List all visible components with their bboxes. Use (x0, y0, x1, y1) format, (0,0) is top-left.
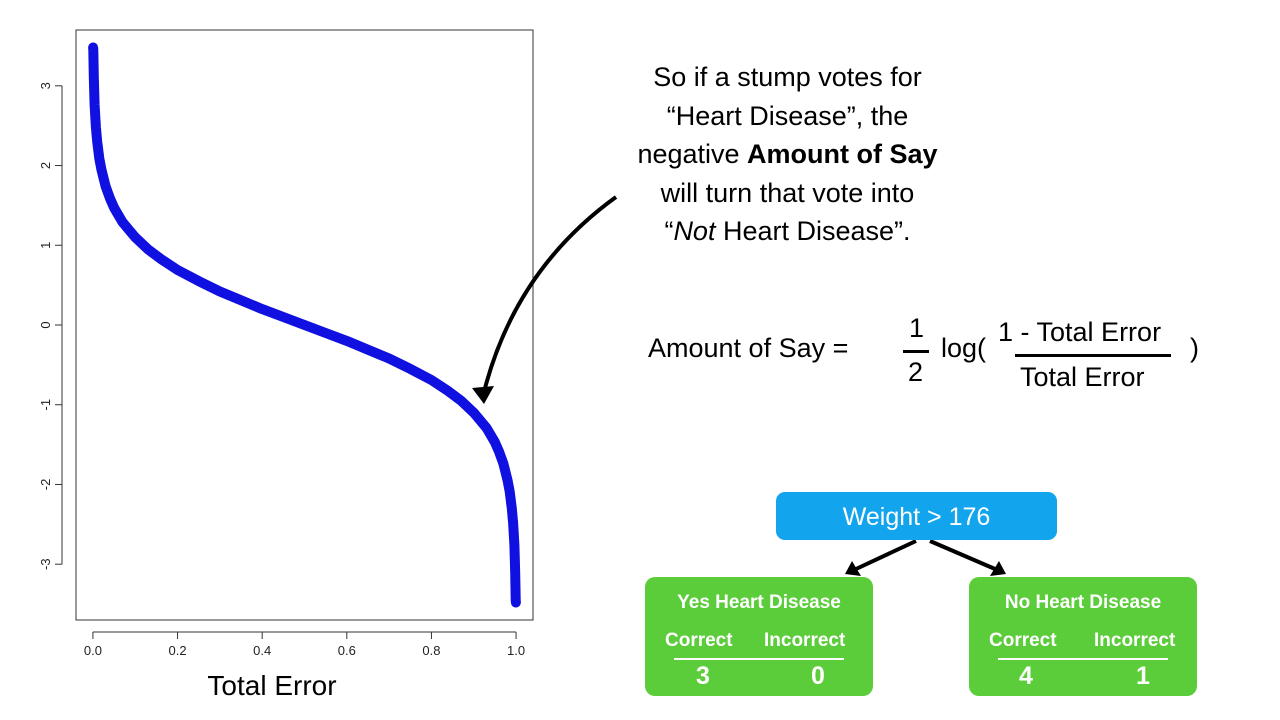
leaf-divider (674, 658, 844, 660)
leaf-title: No Heart Disease (1004, 592, 1162, 613)
annotation-line-4: will turn that vote into (660, 177, 915, 208)
x-tick-label: 0.8 (422, 643, 440, 658)
y-tick-label: -1 (38, 399, 53, 411)
y-tick-label: -3 (38, 558, 53, 570)
y-tick-label: 0 (38, 321, 53, 328)
series-line (88, 42, 521, 608)
amount-of-say-bold: Amount of Say (747, 139, 938, 169)
leaf-correct-label: Correct (665, 630, 733, 651)
stump-leaf-yes: Yes Heart Disease Correct Incorrect 3 0 (645, 577, 873, 696)
x-tick-label: 0.2 (169, 643, 187, 658)
annotation-line-3: negative Amount of Say (637, 139, 938, 169)
leaf-correct-value: 4 (1019, 662, 1033, 690)
y-axis: -3 -2 -1 0 1 2 3 (38, 82, 63, 570)
leaf-correct-label: Correct (989, 630, 1057, 651)
annotation-arrow (482, 195, 618, 393)
stump-root-node: Weight > 176 (776, 492, 1057, 540)
leaf-title: Yes Heart Disease (677, 592, 841, 613)
y-tick-label: -2 (38, 479, 53, 491)
x-tick-label: 0.4 (253, 643, 271, 658)
y-tick-label: 1 (38, 242, 53, 249)
leaf-incorrect-value: 0 (811, 662, 825, 690)
x-tick-label: 0.6 (338, 643, 356, 658)
x-tick-label: 0.0 (84, 643, 102, 658)
x-axis-title: Total Error (207, 670, 336, 701)
y-tick-label: 3 (38, 82, 53, 89)
y-tick-label: 2 (38, 162, 53, 169)
plot-frame (75, 29, 534, 621)
leaf-incorrect-value: 1 (1136, 662, 1150, 690)
leaf-correct-value: 3 (696, 662, 710, 690)
leaf-incorrect-label: Incorrect (1094, 630, 1176, 651)
x-tick-label: 1.0 (507, 643, 525, 658)
not-italic: Not (673, 216, 716, 246)
annotation-arrowhead (472, 386, 494, 404)
annotation-text: So if a stump votes for “Heart Disease”,… (585, 58, 990, 251)
annotation-line-1: So if a stump votes for (653, 62, 922, 92)
annotation-line-5: “Not Heart Disease”. (664, 216, 911, 246)
x-axis: 0.0 0.2 0.4 0.6 0.8 1.0 (84, 631, 525, 658)
stump-leaf-no: No Heart Disease Correct Incorrect 4 1 (969, 577, 1197, 696)
annotation-line-2: “Heart Disease”, the (666, 100, 909, 131)
leaf-divider (998, 658, 1168, 660)
leaf-incorrect-label: Incorrect (764, 630, 846, 651)
